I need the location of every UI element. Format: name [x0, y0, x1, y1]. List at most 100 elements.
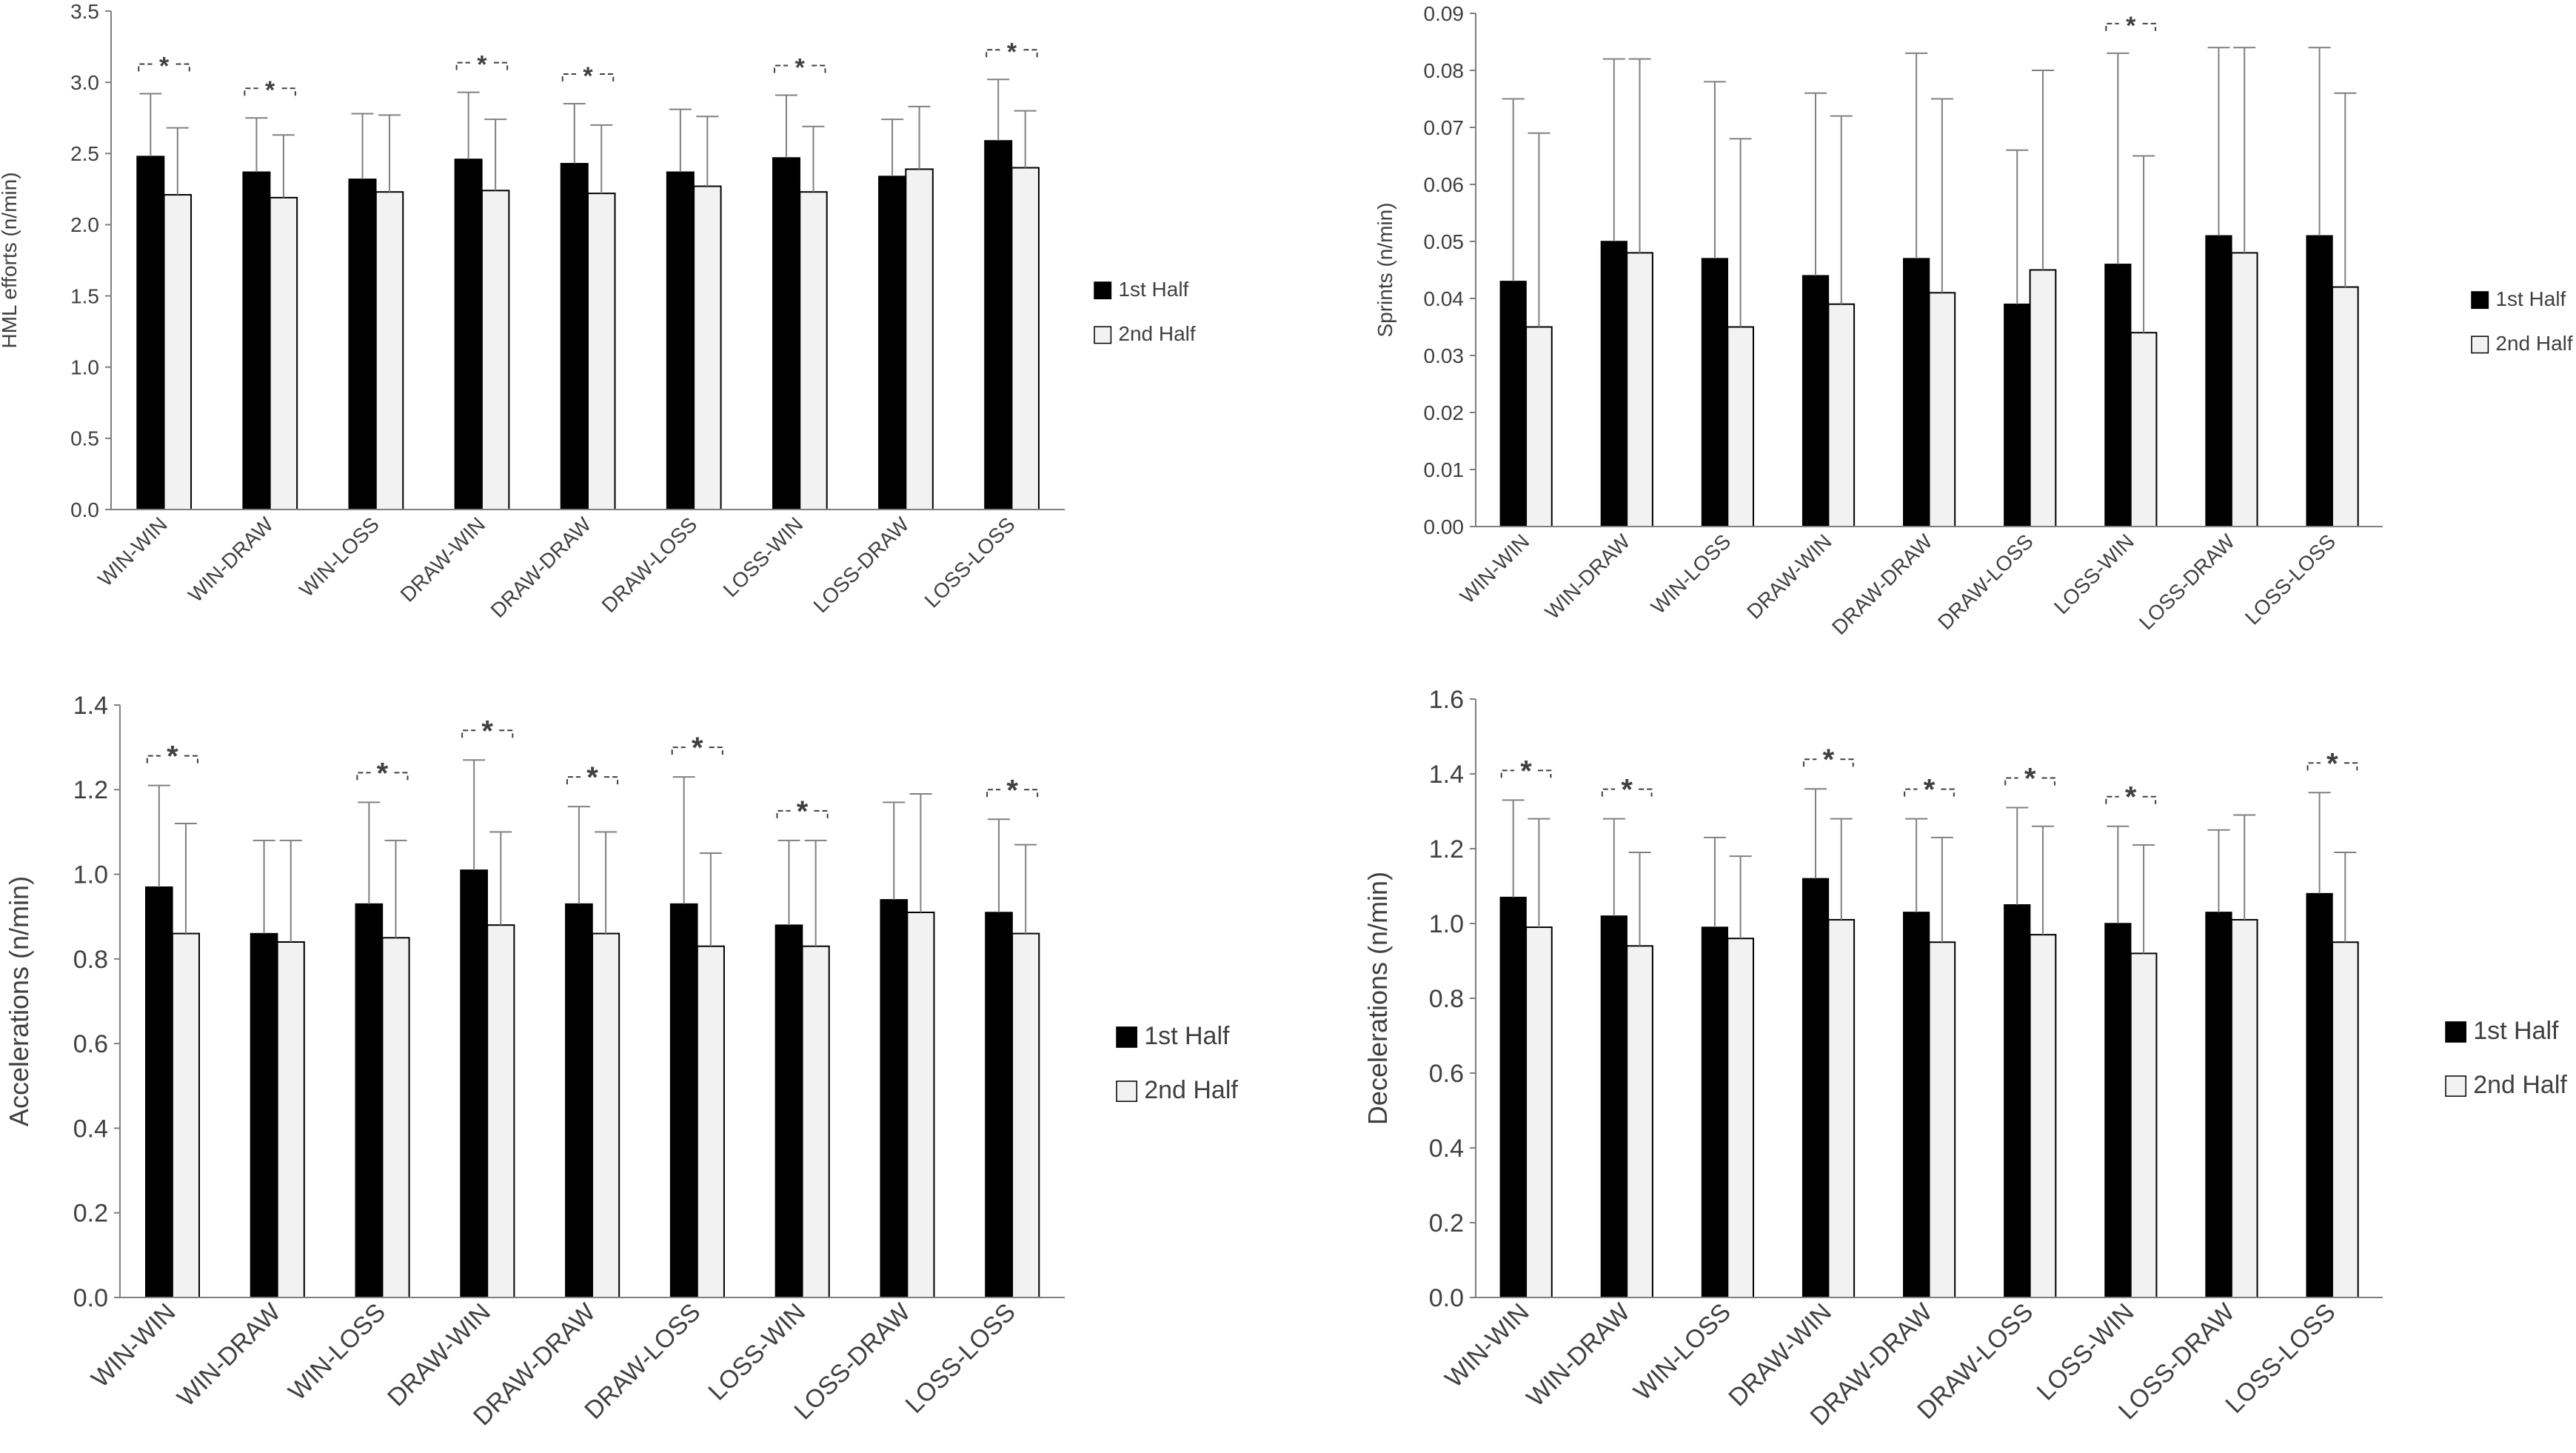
chart4-bar-1st-half	[1701, 926, 1729, 1298]
chart1-bar-2nd-half	[375, 191, 404, 510]
chart3-bar-2nd-half	[592, 932, 620, 1298]
chart4-bar-1st-half	[1499, 896, 1527, 1298]
chart4-significance-marker: *	[2024, 762, 2036, 795]
chart2-y-axis-label: Sprints (n/min)	[1374, 202, 1396, 337]
chart1-bar-2nd-half	[693, 185, 722, 511]
chart1-y-tick-label: 3.5	[70, 0, 99, 23]
chart1-category-label: WIN-WIN	[93, 512, 171, 590]
chart3-significance-marker: *	[692, 732, 703, 764]
chart4-bar-1st-half	[1600, 915, 1627, 1298]
chart2-bar-2nd-half	[2230, 252, 2258, 527]
chart2-y-tick-label: 0.01	[1424, 458, 1465, 481]
chart1-bar-1st-half	[666, 171, 695, 510]
chart1-bar-2nd-half	[587, 193, 616, 510]
chart3-bar-1st-half	[775, 924, 803, 1298]
chart2-category-label: WIN-DRAW	[1541, 530, 1635, 624]
chart2-legend-swatch	[2471, 335, 2489, 354]
chart1-y-tick-label: 0.5	[70, 427, 99, 450]
chart4-category-label: WIN-LOSS	[1628, 1298, 1736, 1406]
chart2-y-tick-label: 0.08	[1424, 59, 1465, 82]
chart1-y-tick-label: 0.0	[70, 498, 99, 521]
chart3-legend-swatch	[1116, 1080, 1137, 1102]
chart2-bar-2nd-half	[2029, 269, 2057, 527]
chart2-significance-bracket	[2105, 22, 2157, 31]
chart1-significance-bracket	[986, 49, 1038, 58]
chart3-significance-bracket	[566, 776, 619, 785]
chart3-bar-2nd-half	[486, 924, 515, 1298]
chart1-y-tick-label: 1.0	[70, 356, 99, 379]
chart2-bar-2nd-half	[2130, 332, 2158, 527]
chart2-bar-2nd-half	[1827, 303, 1856, 527]
chart1-significance-marker: *	[159, 53, 170, 81]
chart4-category-label: WIN-WIN	[1439, 1298, 1534, 1393]
chart4-significance-bracket	[1803, 758, 1854, 767]
chart3-bar-2nd-half	[1011, 932, 1040, 1298]
chart4-bar-2nd-half	[2331, 941, 2359, 1298]
chart3-bar-1st-half	[880, 899, 909, 1298]
chart1-y-tick-label: 1.5	[70, 284, 99, 307]
chart4-y-tick-label: 1.6	[1429, 686, 1464, 714]
chart3-significance-marker: *	[377, 757, 389, 789]
chart1-bar-2nd-half	[905, 168, 934, 511]
chart4-y-tick-label: 0.4	[1429, 1135, 1464, 1163]
chart3-legend-label: 1st Half	[1144, 1022, 1230, 1050]
chart1-significance-marker: *	[265, 76, 275, 104]
chart4-significance-bracket	[2105, 795, 2157, 804]
chart2-y-tick-label: 0.02	[1424, 401, 1465, 424]
chart2-y-tick-label: 0.04	[1424, 287, 1465, 310]
chart4-bar-1st-half	[2306, 892, 2333, 1298]
chart4-significance-marker: *	[1520, 755, 1532, 787]
chart3-bar-1st-half	[460, 869, 488, 1298]
chart4-bar-2nd-half	[2029, 934, 2057, 1299]
chart3-category-label: WIN-LOSS	[283, 1298, 391, 1406]
chart2-bar-1st-half	[1701, 258, 1729, 527]
chart2-bar-1st-half	[1600, 241, 1627, 527]
chart4-significance-marker: *	[2326, 747, 2338, 780]
chart3-significance-bracket	[671, 746, 723, 755]
chart3-category-label: LOSS-LOSS	[900, 1298, 1021, 1419]
chart3-y-tick-label: 0.6	[73, 1030, 108, 1058]
chart1-bar-2nd-half	[269, 196, 298, 510]
chart3-significance-marker: *	[586, 761, 598, 794]
chart4-bar-1st-half	[1903, 912, 1930, 1298]
chart2-bar-2nd-half	[1727, 326, 1754, 527]
chart2-bar-1st-half	[2004, 303, 2031, 527]
chart3-significance-bracket	[356, 772, 409, 781]
chart3-y-tick-label: 1.0	[73, 861, 108, 889]
chart4-significance-bracket	[1904, 788, 1955, 797]
chart4-bar-2nd-half	[2130, 952, 2158, 1299]
chart1-significance-marker: *	[583, 62, 593, 90]
chart1-category-label: WIN-DRAW	[184, 512, 278, 607]
chart2-bar-1st-half	[2205, 235, 2232, 527]
chart1-significance-bracket	[455, 61, 509, 70]
chart3-significance-marker: *	[797, 795, 809, 828]
chart4-significance-bracket	[1500, 769, 1552, 778]
chart1-bar-1st-half	[454, 158, 483, 510]
chart1-significance-marker: *	[1007, 38, 1017, 66]
chart3-category-label: LOSS-WIN	[703, 1298, 811, 1406]
chart3-y-tick-label: 0.4	[73, 1115, 108, 1143]
chart2-category-label: DRAW-DRAW	[1827, 530, 1937, 639]
chart4-y-tick-label: 0.2	[1429, 1209, 1464, 1237]
chart3-y-tick-label: 0.0	[73, 1284, 108, 1312]
chart2-legend-label: 2nd Half	[2495, 332, 2573, 355]
chart4-significance-marker: *	[1924, 774, 1936, 806]
chart4-y-tick-label: 0.0	[1429, 1284, 1464, 1312]
chart1-category-label: LOSS-LOSS	[920, 512, 1020, 612]
chart3-bar-2nd-half	[381, 937, 410, 1299]
chart1-bar-2nd-half	[1011, 167, 1040, 510]
chart4-significance-marker: *	[2125, 781, 2137, 814]
chart1-category-label: DRAW-LOSS	[598, 512, 702, 617]
chart3-bar-2nd-half	[171, 932, 201, 1298]
chart4-bar-2nd-half	[1928, 941, 1956, 1298]
chart3-y-axis-label: Accelerations (n/min)	[4, 876, 34, 1126]
chart4-significance-bracket	[2004, 777, 2055, 786]
chart2-significance-marker: *	[2126, 12, 2136, 40]
chart1-significance-bracket	[561, 73, 615, 81]
chart2-bar-1st-half	[2306, 235, 2333, 527]
chart1-y-tick-label: 3.0	[70, 71, 99, 94]
chart4-bar-1st-half	[2205, 912, 2232, 1298]
chart2-category-label: DRAW-LOSS	[1933, 530, 2038, 634]
chart1-significance-bracket	[244, 87, 296, 96]
